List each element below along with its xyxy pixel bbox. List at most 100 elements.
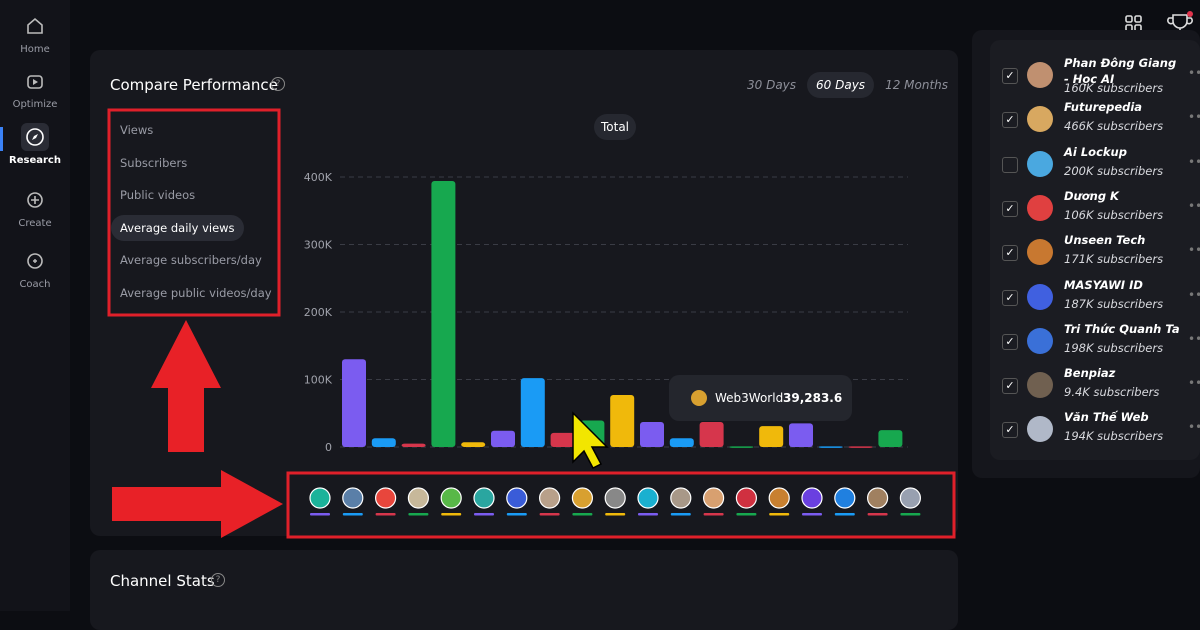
bar <box>878 430 903 447</box>
channel-checkbox[interactable]: ✓ <box>1002 112 1018 129</box>
nav-item[interactable]: Optimize <box>0 67 70 110</box>
channel-checkbox[interactable]: ✓ <box>1002 245 1018 262</box>
range-tab[interactable]: 12 Months <box>885 78 949 92</box>
channel-subscribers: 200K subscribers <box>1064 163 1164 178</box>
avatar-underline <box>703 513 724 516</box>
range-tab[interactable]: 30 Days <box>747 78 797 92</box>
channel-avatar[interactable] <box>538 487 561 509</box>
channel-avatar[interactable] <box>309 487 331 509</box>
nav-item[interactable]: Coach <box>0 247 70 290</box>
channel-checkbox[interactable]: ✓ <box>1002 333 1018 350</box>
metric-option[interactable]: Subscribers <box>120 155 188 170</box>
avatar-underline <box>638 513 658 516</box>
channel-menu[interactable]: ••• <box>1188 154 1200 169</box>
bar <box>640 422 664 447</box>
metric-option[interactable]: Average subscribers/day <box>120 253 262 268</box>
channel-avatar[interactable] <box>637 487 659 509</box>
channel-avatar[interactable] <box>735 487 758 509</box>
channel-name: MASYAWI ID <box>1064 277 1143 292</box>
avatar-underline <box>310 513 330 516</box>
channel-checkbox[interactable]: ✓ <box>1002 289 1018 306</box>
channel-row: ✓ Unseen Tech 171K subscribers ••• <box>1000 233 1200 281</box>
channel-subscribers: 198K subscribers <box>1064 340 1164 355</box>
nav-item[interactable]: Create <box>0 186 70 229</box>
stats-title: Channel Stats <box>110 572 215 590</box>
channel-subscribers: 160K subscribers <box>1064 81 1164 95</box>
channel-checkbox[interactable]: ✓ <box>1002 200 1018 217</box>
channel-avatar[interactable] <box>440 487 462 509</box>
bar <box>520 378 545 447</box>
channel-subscribers: 171K subscribers <box>1064 252 1164 267</box>
metric-row: Public videos <box>111 179 281 212</box>
channel-menu[interactable]: ••• <box>1188 331 1200 346</box>
channel-avatar[interactable] <box>899 487 922 509</box>
channel-menu[interactable]: ••• <box>1188 66 1200 80</box>
channel-menu[interactable]: ••• <box>1188 287 1200 302</box>
channel-avatar[interactable] <box>834 487 856 509</box>
metric-option[interactable]: Average daily views <box>111 214 244 241</box>
channel-checkbox[interactable]: ✓ <box>1002 68 1018 84</box>
channel-avatar[interactable] <box>702 487 725 509</box>
channel-avatar[interactable] <box>866 487 889 509</box>
channel-avatar[interactable] <box>604 487 626 509</box>
avatar-underline <box>802 513 822 516</box>
chart-label: Total <box>600 120 629 134</box>
channel-name: Phan Đông Giang - Học AI <box>1064 56 1177 86</box>
channel-avatar[interactable] <box>473 487 495 509</box>
nav-item[interactable]: Home <box>0 12 70 55</box>
channel-avatar <box>1027 62 1053 88</box>
avatar-underline <box>375 513 396 516</box>
metric-row: Views <box>111 114 281 147</box>
channel-avatar[interactable] <box>670 487 692 509</box>
page: {"sidebar": {"items": ["Home", "Optimize… <box>0 11 1200 630</box>
range-tab[interactable]: 60 Days <box>807 72 875 98</box>
help-icon[interactable]: ? <box>271 77 285 91</box>
channel-menu[interactable]: ••• <box>1188 243 1200 258</box>
avatar-underline <box>539 513 560 516</box>
channel-menu[interactable]: ••• <box>1188 420 1200 435</box>
channel-subscribers: 187K subscribers <box>1064 296 1164 311</box>
tooltip <box>669 375 852 421</box>
channel-subscribers: 194K subscribers <box>1064 429 1164 444</box>
channel-avatar[interactable] <box>375 487 397 509</box>
avatar-underline <box>670 513 691 516</box>
channel-avatar[interactable] <box>506 487 528 509</box>
y-tick-label: 100K <box>304 374 333 387</box>
nav-item[interactable]: Research <box>0 123 70 166</box>
bar <box>401 443 426 447</box>
help-icon[interactable]: ? <box>211 573 225 587</box>
channel-avatar[interactable] <box>342 487 364 509</box>
channel-avatar <box>1027 283 1053 310</box>
avatar-underline <box>572 513 593 516</box>
channel-menu[interactable]: ••• <box>1188 110 1200 125</box>
arrow-right <box>112 470 283 538</box>
bar <box>669 438 694 447</box>
y-tick-label: 200K <box>304 306 333 319</box>
bar <box>818 446 843 448</box>
metric-option[interactable]: Average public videos/day <box>120 285 272 300</box>
nav-label: Research <box>9 155 61 166</box>
channel-checkbox[interactable] <box>1002 156 1018 173</box>
bar <box>431 181 456 448</box>
channel-avatar[interactable] <box>571 487 594 509</box>
channel-avatar <box>1027 150 1053 177</box>
channel-checkbox[interactable]: ✓ <box>1002 378 1018 395</box>
avatar-underline <box>736 513 757 516</box>
metric-row: Subscribers <box>111 147 281 180</box>
nav-label: Coach <box>19 279 51 290</box>
channel-avatar[interactable] <box>801 487 823 509</box>
channel-avatar[interactable] <box>407 487 429 509</box>
bar <box>461 442 486 447</box>
channel-checkbox[interactable]: ✓ <box>1002 422 1018 439</box>
channel-name: Futurepedia <box>1064 100 1143 115</box>
channel-menu[interactable]: ••• <box>1188 198 1200 213</box>
metric-option[interactable]: Views <box>120 123 154 138</box>
channel-avatar[interactable] <box>768 487 790 509</box>
channel-avatar <box>1027 372 1053 399</box>
stats-card <box>90 550 958 630</box>
channel-menu[interactable]: ••• <box>1188 376 1200 391</box>
nav-label: Create <box>18 218 52 229</box>
channel-row: ✓ Dương K 106K subscribers ••• <box>1000 189 1200 237</box>
channel-subscribers: 9.4K subscribers <box>1064 385 1160 400</box>
metric-option[interactable]: Public videos <box>120 188 196 203</box>
